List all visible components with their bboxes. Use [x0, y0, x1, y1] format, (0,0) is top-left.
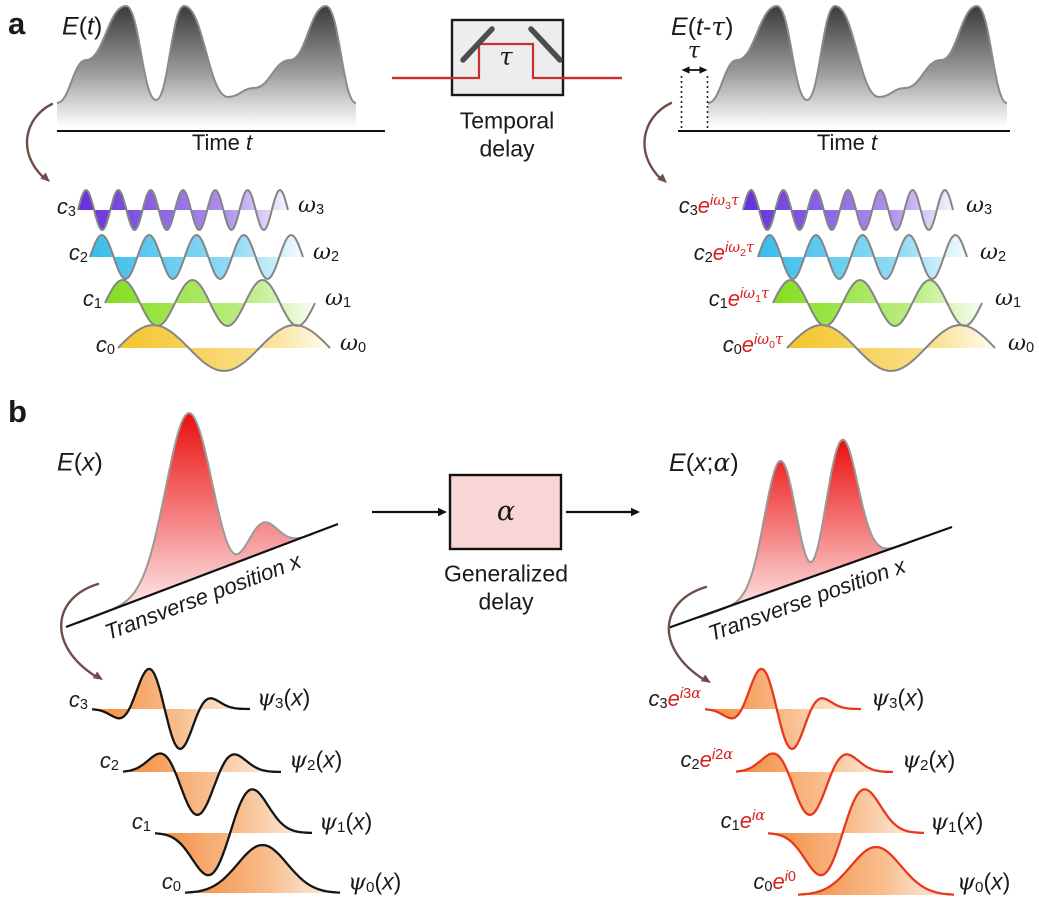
- wave-omega1-left: [104, 279, 316, 327]
- psi2-label-right: ψ2(x): [902, 746, 956, 774]
- panel-a-tag: a: [8, 5, 26, 41]
- mode-coef-phase-c3-label: c3ei3α: [648, 685, 701, 713]
- psi0-label-right: ψ0(x): [957, 868, 1011, 896]
- hermite-gauss-modes: [91, 667, 954, 896]
- psi3-label-left: ψ3(x): [257, 684, 311, 712]
- wave-omega0-left: [117, 324, 331, 372]
- box-output-arrow: [566, 507, 640, 517]
- decompose-arrow-b-left: [60, 582, 103, 680]
- e-of-x-alpha-title: E(x;α): [669, 447, 739, 477]
- omega2-label-left: ω2: [313, 239, 340, 266]
- tau-symbol: τ: [499, 42, 513, 71]
- e-of-t-title: E(t): [62, 12, 103, 41]
- temporal-delay-box: [450, 18, 565, 97]
- generalized-delay-caption-line1: Generalized: [443, 560, 569, 587]
- coef-c1-label: c1: [82, 285, 102, 313]
- e-of-t-tau-title: E(t-τ): [671, 11, 734, 41]
- mode-coef-c3-label: c3: [68, 686, 88, 714]
- coef-phase-c1-label: c1eiω1τ: [708, 285, 769, 313]
- wave-omega1-right: [772, 279, 983, 327]
- wave-omega3-right: [742, 189, 954, 231]
- alpha-symbol: α: [496, 496, 516, 528]
- temporal-delay-caption-line2: delay: [479, 135, 535, 162]
- tau-double-arrow: [681, 66, 708, 74]
- time-axis-label-right: Time t: [816, 129, 878, 155]
- decompose-arrow-b-right: [667, 585, 711, 683]
- psi2-label-left: ψ2(x): [289, 746, 343, 774]
- mode-coef-c0-label: c0: [161, 868, 181, 896]
- mode-psi3-right: [704, 667, 861, 751]
- e-of-x-title: E(x): [57, 448, 103, 477]
- decompose-arrow-a-right: [643, 101, 673, 183]
- mode-psi0-right: [798, 845, 954, 896]
- psi1-label-left: ψ1(x): [319, 808, 373, 836]
- generalized-delay-caption-line2: delay: [478, 588, 534, 615]
- psi0-label-left: ψ0(x): [348, 868, 402, 896]
- pulse-train-right: [707, 4, 1008, 126]
- coef-phase-c3-label: c3eiω3τ: [678, 192, 739, 220]
- box-input-arrow: [372, 507, 447, 517]
- generalized-delay-box: [448, 473, 563, 551]
- psi3-label-right: ψ3(x): [871, 684, 925, 712]
- omega3-label-left: ω3: [298, 192, 325, 219]
- mode-psi1-left: [154, 788, 312, 877]
- coef-phase-c0-label: c0eiω0τ: [722, 331, 783, 359]
- pulse-trains: [56, 4, 1008, 126]
- tau-interval-label: τ: [687, 38, 701, 64]
- omega1-label-left: ω1: [325, 285, 352, 312]
- coef-c2-label: c2: [68, 239, 88, 267]
- pulse-train-left: [56, 4, 357, 126]
- transverse-axis-left: [65, 522, 339, 629]
- temporal-delay-caption-line1: Temporal: [459, 107, 555, 134]
- omega0-label-right: ω0: [1008, 330, 1035, 357]
- mode-coef-phase-c1-label: c1eiα: [720, 807, 765, 835]
- panel-b-tag: b: [8, 393, 27, 429]
- time-axis-label-left: Time t: [191, 129, 253, 155]
- omega3-label-right: ω3: [966, 192, 993, 219]
- profile-e-x-alpha: [699, 438, 909, 619]
- mode-psi2-left: [122, 752, 281, 816]
- mode-psi1-right: [767, 788, 924, 877]
- omega1-label-right: ω1: [995, 285, 1022, 312]
- wave-omega0-right: [786, 324, 996, 372]
- wave-omega2-left: [89, 234, 304, 280]
- psi1-label-right: ψ1(x): [930, 808, 984, 836]
- mode-coef-phase-c0-label: c0ei0: [753, 868, 796, 896]
- coef-c0-label: c0: [95, 331, 115, 359]
- mirror-left-icon: [460, 26, 495, 63]
- beam-path-overlay: [392, 42, 622, 80]
- decompose-arrow-a-left: [25, 102, 54, 182]
- mode-psi0-left: [185, 843, 340, 894]
- coef-phase-c2-label: c2eiω2τ: [693, 239, 754, 267]
- omega2-label-right: ω2: [980, 239, 1007, 266]
- coef-c3-label: c3: [56, 193, 76, 221]
- transverse-axis-right: [667, 525, 953, 630]
- mode-coef-phase-c2-label: c2ei2α: [680, 746, 733, 774]
- omega0-label-left: ω0: [340, 330, 367, 357]
- wave-omega2-right: [757, 234, 968, 280]
- mirror-right-icon: [528, 26, 563, 63]
- mode-coef-c2-label: c2: [99, 747, 119, 775]
- wave-omega3-left: [77, 189, 289, 231]
- mode-psi2-right: [735, 752, 893, 816]
- mode-psi3-left: [91, 667, 250, 751]
- mode-coef-c1-label: c1: [131, 808, 151, 836]
- frequency-components: [77, 189, 996, 372]
